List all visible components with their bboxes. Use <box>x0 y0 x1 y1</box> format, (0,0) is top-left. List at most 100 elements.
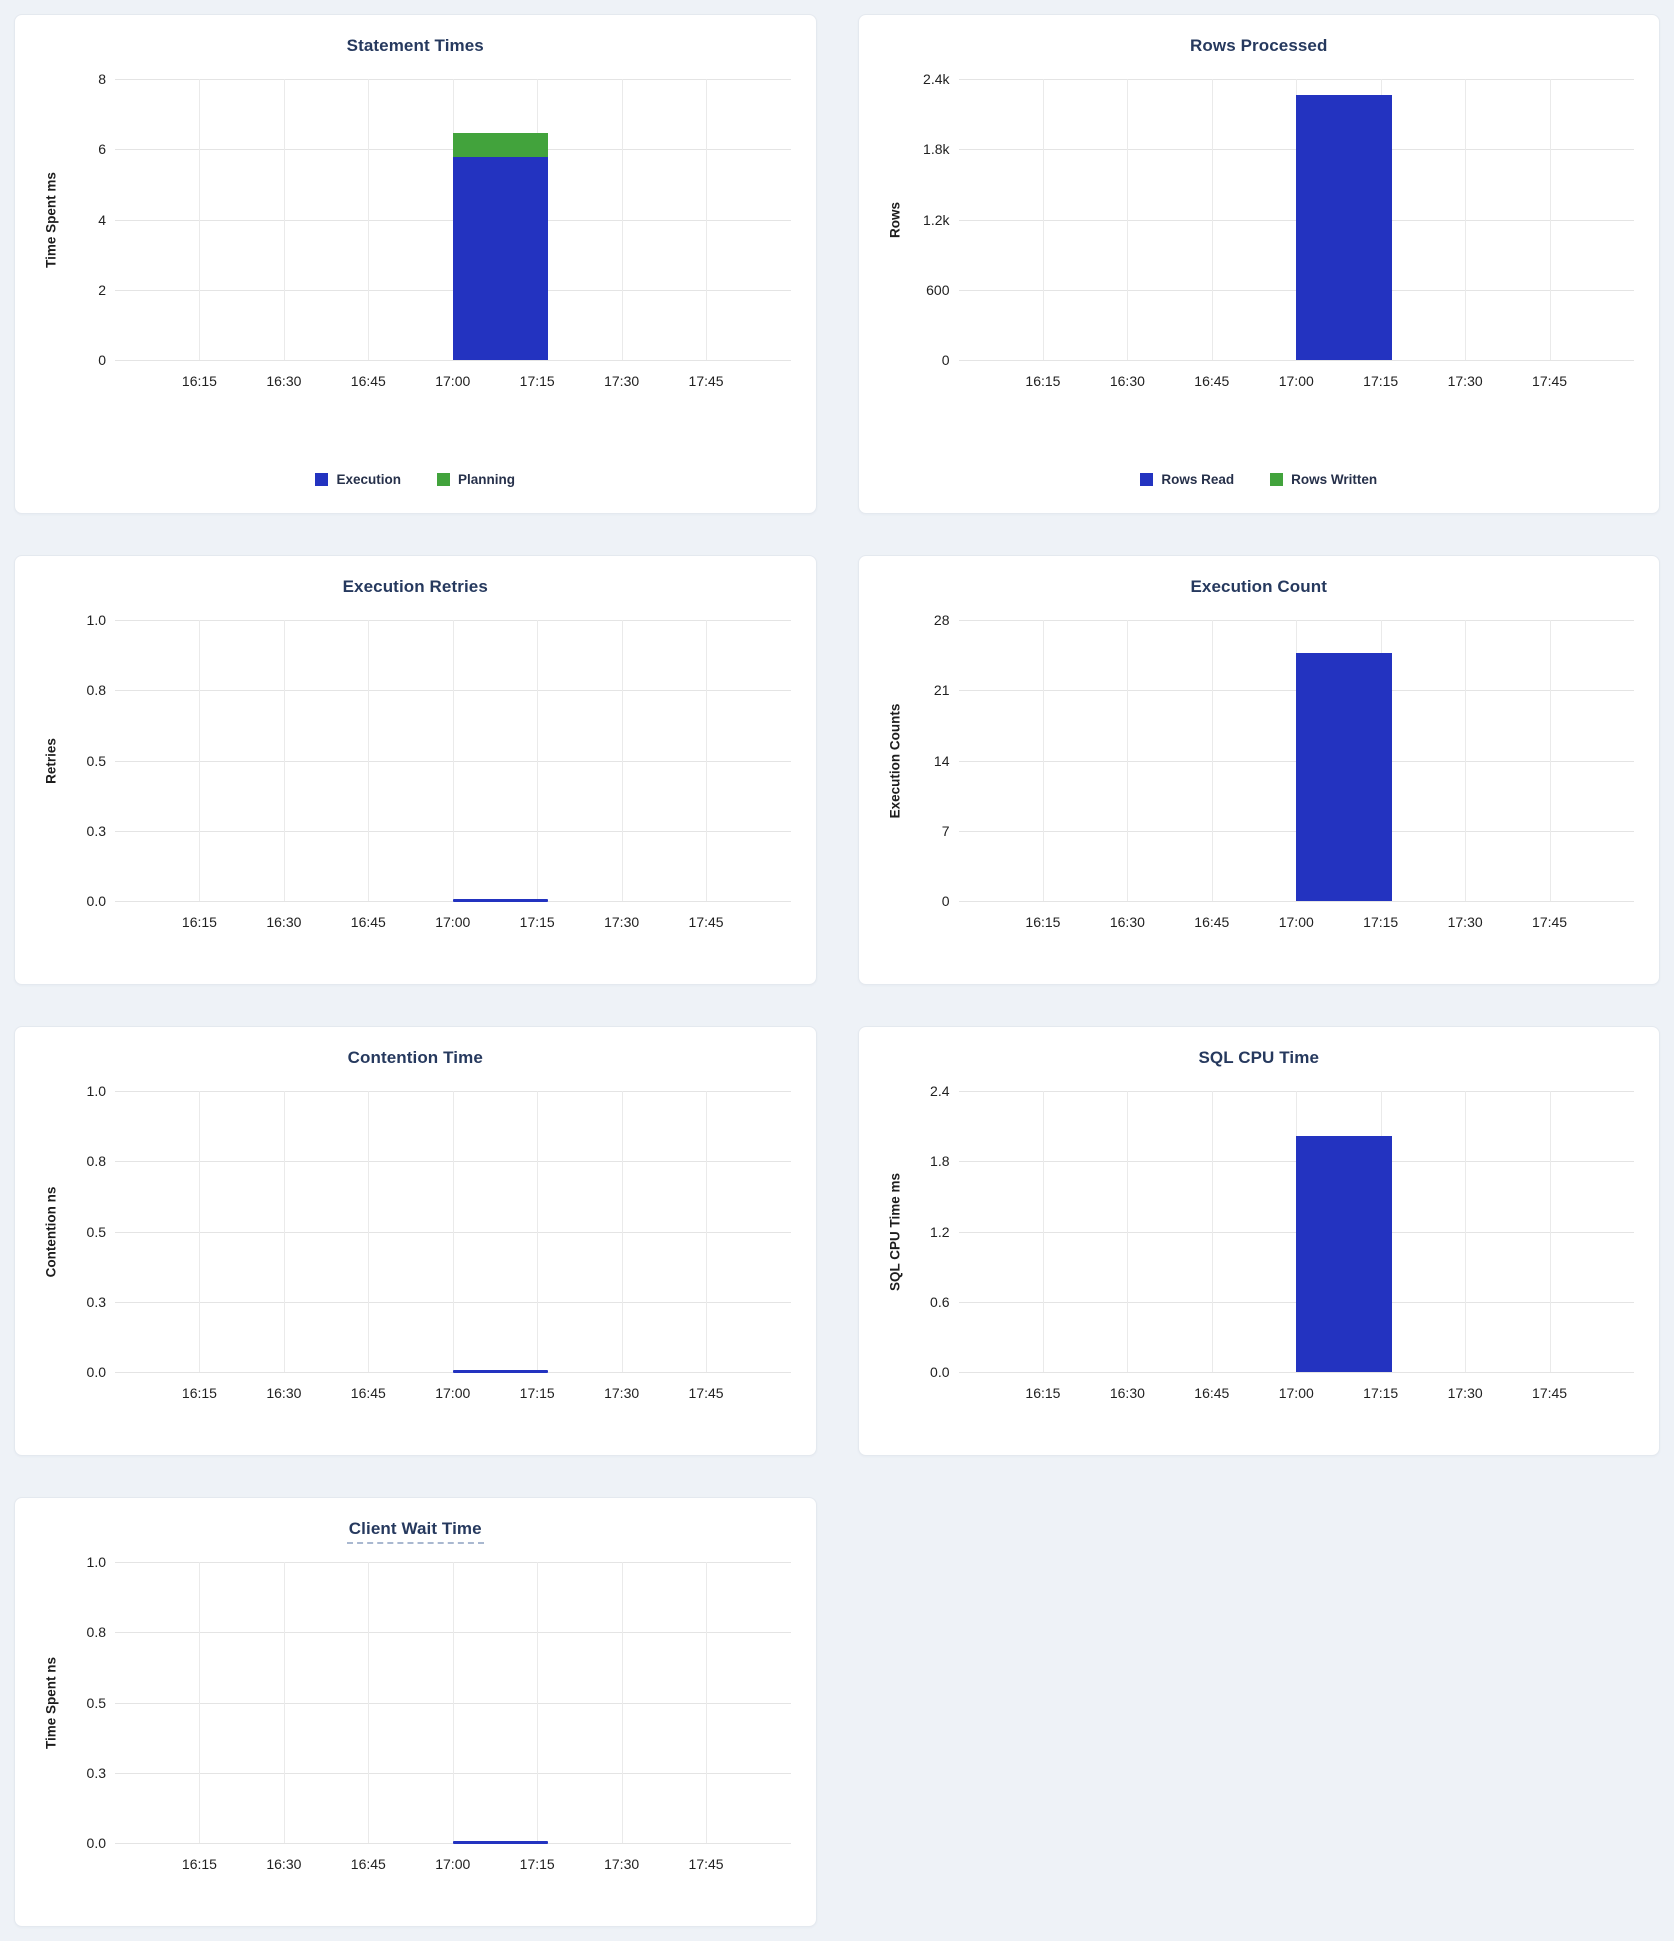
v-gridline <box>1042 620 1044 901</box>
v-gridline <box>199 1091 201 1372</box>
bar-segment-sql-cpu-time[interactable] <box>1296 1135 1392 1372</box>
y-tick-label: 1.2k <box>923 211 950 228</box>
y-axis-label: Execution Counts <box>887 703 902 818</box>
y-tick-label: 8 <box>98 71 106 87</box>
y-tick-label: 0.5 <box>86 1694 106 1711</box>
h-gridline <box>115 360 791 361</box>
v-gridline <box>1549 620 1551 901</box>
plot-area[interactable]: 0 600 1.2k 1.8k 2.4k 16:15 16:30 16:45 17:00 17:1… <box>887 71 1634 389</box>
chart-panel-execution-count: Execution Count 0 7 14 21 28 16:15 16:30 16:45 1… <box>857 555 1660 985</box>
y-tick-label: 0.6 <box>930 1293 950 1310</box>
y-tick-label: 14 <box>933 752 950 769</box>
y-tick-label: 0.5 <box>86 1223 106 1240</box>
y-tick-label: 0.5 <box>86 752 106 769</box>
x-tick-label: 17:00 <box>435 1385 471 1401</box>
v-gridline <box>368 1562 370 1843</box>
v-gridline <box>199 1562 201 1843</box>
chart-title-text: SQL CPU Time <box>1198 1048 1320 1067</box>
chart-panel-statement-times: Statement Times 0 2 4 6 8 16:15 16:30 16:45 17:0… <box>14 14 817 514</box>
bar-segment-planning[interactable] <box>452 133 549 158</box>
bar-segment-rows-read[interactable] <box>1296 95 1392 360</box>
v-gridline <box>706 1562 708 1843</box>
x-tick-label: 16:30 <box>1109 914 1145 930</box>
x-tick-label: 17:45 <box>688 914 724 930</box>
chart-execution-retries: 0.0 0.3 0.5 0.8 1.0 16:15 16:30 16:45 17:00 17:15… <box>15 556 816 984</box>
legend-swatch <box>315 473 329 486</box>
y-tick-label: 0.3 <box>86 822 106 839</box>
y-tick-label: 0.3 <box>86 1293 106 1310</box>
plot-area[interactable]: 0.0 0.6 1.2 1.8 2.4 16:15 16:30 16:45 17:00 17:15… <box>887 1083 1634 1401</box>
x-tick-label: 17:45 <box>1532 914 1568 930</box>
chart-statement-times: 0 2 4 6 8 16:15 16:30 16:45 17:00 17:15 17:30 17:45… <box>15 15 816 513</box>
x-tick-label: 16:15 <box>181 373 217 389</box>
series-line-contention[interactable] <box>452 1370 549 1373</box>
chart-execution-count: 0 7 14 21 28 16:15 16:30 16:45 17:00 17:15 17:30 17… <box>859 556 1660 984</box>
legend-label: Rows Read <box>1161 472 1235 487</box>
plot-area[interactable]: 0.0 0.3 0.5 0.8 1.0 16:15 16:30 16:45 17:00 17:15… <box>44 1554 791 1872</box>
legend-item-rows-read[interactable]: Rows Read <box>1140 472 1234 487</box>
v-gridline <box>1042 79 1044 360</box>
chart-title: Rows Processed <box>859 36 1660 56</box>
x-tick-label: 17:00 <box>435 1856 471 1872</box>
x-tick-label: 17:30 <box>604 373 640 389</box>
v-gridline <box>1127 1091 1129 1372</box>
v-gridline <box>1127 79 1129 360</box>
y-tick-label: 0.0 <box>86 893 106 909</box>
y-axis-label: Rows <box>887 201 902 238</box>
bar-segment-execution[interactable] <box>452 157 549 360</box>
x-tick-label: 16:45 <box>350 914 386 930</box>
x-tick-label: 17:30 <box>1447 914 1483 930</box>
chart-title-tooltip-trigger[interactable]: Client Wait Time <box>346 1519 484 1544</box>
plot-area[interactable]: 0 7 14 21 28 16:15 16:30 16:45 17:00 17:15 17:30 17… <box>887 612 1634 930</box>
y-axis-label: Time Spent ns <box>43 1656 59 1749</box>
x-tick-label: 17:45 <box>688 1385 724 1401</box>
v-gridline <box>621 1562 623 1843</box>
plot-area[interactable]: 0.0 0.3 0.5 0.8 1.0 16:15 16:30 16:45 17:00 17:15… <box>44 1083 791 1401</box>
x-tick-label: 16:30 <box>266 914 302 930</box>
y-tick-label: 0.0 <box>86 1364 106 1380</box>
v-gridline <box>452 1091 454 1372</box>
x-tick-label: 16:15 <box>1025 1385 1061 1401</box>
y-tick-label: 4 <box>98 211 106 228</box>
chart-title-text: Execution Count <box>1190 577 1328 596</box>
chart-panel-execution-retries: Execution Retries 0.0 0.3 0.5 0.8 1.0 16:15 16… <box>14 555 817 985</box>
chart-title: SQL CPU Time <box>859 1048 1660 1068</box>
x-tick-label: 16:45 <box>350 1856 386 1872</box>
chart-panel-rows-processed: Rows Processed 0 600 1.2k 1.8k 2.4k 16:15 16:3… <box>857 14 1660 514</box>
v-gridline <box>283 79 285 360</box>
x-tick-label: 16:15 <box>181 1856 217 1872</box>
x-tick-label: 16:15 <box>1025 914 1061 930</box>
v-gridline <box>1211 79 1213 360</box>
legend-item-planning[interactable]: Planning <box>437 472 515 487</box>
y-tick-label: 1.0 <box>86 1554 106 1570</box>
chart-rows-processed: 0 600 1.2k 1.8k 2.4k 16:15 16:30 16:45 17:00 17:1… <box>859 15 1660 513</box>
v-gridline <box>1465 620 1467 901</box>
series-line-client-wait[interactable] <box>452 1841 549 1844</box>
chart-sql-cpu-time: 0.0 0.6 1.2 1.8 2.4 16:15 16:30 16:45 17:00 17:15… <box>859 1027 1660 1455</box>
y-tick-label: 0.8 <box>86 1153 106 1170</box>
legend-item-execution[interactable]: Execution <box>315 472 401 487</box>
plot-area[interactable]: 0.0 0.3 0.5 0.8 1.0 16:15 16:30 16:45 17:00 17:15… <box>44 612 791 930</box>
legend-swatch <box>1270 473 1284 486</box>
y-tick-label: 0.3 <box>86 1764 106 1781</box>
v-gridline <box>1211 1091 1213 1372</box>
y-tick-label: 0 <box>941 893 950 909</box>
v-gridline <box>452 1562 454 1843</box>
plot-area[interactable]: 0 2 4 6 8 16:15 16:30 16:45 17:00 17:15 17:30 17:45… <box>44 71 791 389</box>
series-line-retries[interactable] <box>452 899 549 902</box>
v-gridline <box>1127 620 1129 901</box>
x-tick-label: 16:30 <box>266 1385 302 1401</box>
v-gridline <box>199 79 201 360</box>
bar-segment-execution-count[interactable] <box>1296 653 1392 901</box>
v-gridline <box>283 1091 285 1372</box>
y-axis-label: SQL CPU Time ms <box>887 1172 902 1291</box>
y-tick-label: 1.0 <box>86 1083 106 1099</box>
x-tick-label: 16:45 <box>1194 373 1230 389</box>
x-tick-label: 17:15 <box>519 373 555 389</box>
x-tick-label: 16:45 <box>350 1385 386 1401</box>
legend-item-rows-written[interactable]: Rows Written <box>1270 472 1377 487</box>
y-tick-label: 28 <box>933 612 950 628</box>
legend-swatch <box>437 473 450 486</box>
v-gridline <box>1211 620 1213 901</box>
